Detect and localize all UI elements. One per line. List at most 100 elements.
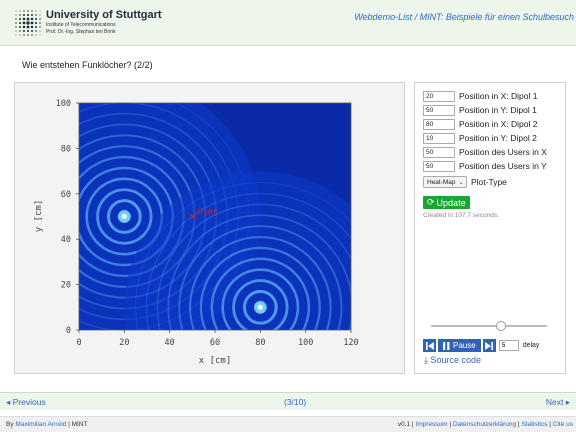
- dipol1-y-input[interactable]: [423, 104, 455, 116]
- y-tick-label: 20: [61, 281, 71, 291]
- slider-track[interactable]: [431, 325, 547, 327]
- privacy-link[interactable]: Datenschutzerklärung: [452, 421, 517, 428]
- param-row-user-y: Position des Users in Y: [423, 160, 547, 172]
- user-y-input[interactable]: [423, 160, 455, 172]
- footer-links: v0.1 | Impressum | Datenschutzerklärung …: [397, 421, 573, 428]
- param-row-user-x: Position des Users in X: [423, 146, 547, 158]
- skip-forward-icon: [485, 341, 494, 350]
- control-panel: Position in X: Dipol 1 Position in Y: Di…: [414, 82, 566, 374]
- refresh-icon: ⟳: [427, 197, 435, 207]
- page-counter[interactable]: (3/10): [284, 397, 307, 407]
- next-link[interactable]: Next ▸: [545, 397, 570, 407]
- page-title: Wie entstehen Funklöcher? (2/2): [22, 60, 153, 70]
- source-2-ring: [242, 289, 278, 325]
- x-tick-label: 80: [255, 338, 265, 348]
- next-frame-button[interactable]: [482, 339, 496, 352]
- y-tick-label: 100: [56, 99, 71, 109]
- chevron-down-icon: ⌄: [458, 179, 464, 186]
- y-tick-label: 40: [61, 235, 71, 245]
- source-2-ring: [178, 225, 343, 330]
- author-credit: By Maximilian Arnold | MINT: [6, 421, 88, 428]
- plot-type-row: Heat-Map ⌄ Plot-Type: [423, 176, 507, 188]
- cite-us-link[interactable]: Cite us: [552, 421, 573, 428]
- source-2-ring: [145, 192, 351, 330]
- source-2-ring: [210, 257, 311, 330]
- y-tick-label: 80: [61, 144, 71, 154]
- source-2-ring: [189, 235, 332, 330]
- dipol1-x-label: Position in X: Dipol 1: [459, 91, 538, 101]
- param-row-dipol2-x: Position in X: Dipol 2: [423, 118, 537, 130]
- x-tick-label: 40: [165, 338, 175, 348]
- delay-input[interactable]: [498, 340, 519, 351]
- skip-back-icon: [425, 341, 434, 350]
- param-row-dipol2-y: Position in Y: Dipol 2: [423, 132, 537, 144]
- dipol2-y-input[interactable]: [423, 132, 455, 144]
- x-axis-label: x [cm]: [199, 356, 232, 366]
- source-1-ring: [96, 188, 153, 245]
- slider-handle[interactable]: [495, 321, 506, 331]
- source-2-point: [257, 304, 263, 310]
- dipol2-y-label: Position in Y: Dipol 2: [459, 133, 537, 143]
- update-label: Update: [436, 197, 466, 208]
- previous-link[interactable]: ◂ Previous: [6, 397, 46, 407]
- impressum-link[interactable]: Impressum: [415, 421, 448, 428]
- x-tick-label: 0: [76, 338, 81, 348]
- delay-label: delay: [522, 342, 540, 349]
- source-code-link[interactable]: ⤓ Source code: [424, 355, 481, 366]
- statistics-link[interactable]: Statistics: [521, 421, 548, 428]
- source-2-ring: [232, 279, 289, 330]
- professor-name: Prof. Dr.-Ing. Stephan ten Brink: [46, 29, 116, 35]
- source-2-ring: [167, 214, 351, 330]
- download-icon: ⤓: [424, 355, 428, 365]
- author-link[interactable]: Maximilian Arnold: [15, 421, 67, 428]
- pause-icon: [443, 341, 450, 350]
- user-label: User: [197, 208, 217, 218]
- user-marker: [188, 213, 196, 220]
- y-tick-label: 0: [66, 326, 71, 336]
- site-header: University of Stuttgart Institute of Tel…: [0, 0, 576, 46]
- source-2-ring: [199, 246, 321, 330]
- param-row-dipol1-x: Position in X: Dipol 1: [423, 90, 537, 102]
- institute-name: Institute of Telecommunications: [46, 22, 116, 28]
- webdemo-list-link[interactable]: Webdemo-List / MINT: Beispiele für einen…: [354, 12, 574, 22]
- y-axis-label: y [cm]: [34, 200, 44, 233]
- site-footer: By Maximilian Arnold | MINT v0.1 | Impre…: [0, 416, 576, 432]
- source-2-ring: [156, 203, 351, 330]
- dipol2-x-input[interactable]: [423, 118, 455, 130]
- update-button[interactable]: ⟳ Update: [423, 196, 470, 209]
- plot-type-value: Heat-Map: [427, 178, 456, 186]
- first-frame-button[interactable]: [423, 339, 436, 352]
- x-tick-label: 100: [298, 338, 313, 348]
- university-name[interactable]: University of Stuttgart: [46, 9, 162, 21]
- dipol2-x-label: Position in X: Dipol 2: [459, 119, 538, 129]
- param-row-dipol1-y: Position in Y: Dipol 1: [423, 104, 537, 116]
- version-text: v0.1 |: [397, 421, 414, 428]
- user-y-label: Position des Users in Y: [459, 161, 547, 171]
- dipol1-x-input[interactable]: [423, 90, 455, 102]
- user-x-label: Position des Users in X: [459, 147, 547, 157]
- player-controls: Pause delay: [423, 339, 539, 352]
- source-2-ring: [135, 182, 351, 330]
- source-code-label: Source code: [430, 355, 482, 365]
- x-tick-label: 120: [343, 338, 358, 348]
- source-2-ring: [221, 268, 300, 330]
- y-tick-label: 60: [61, 190, 71, 200]
- animation-slider[interactable]: [431, 321, 547, 331]
- dipol1-y-label: Position in Y: Dipol 1: [459, 105, 537, 115]
- user-x-input[interactable]: [423, 146, 455, 158]
- page-navigation: ◂ Previous (3/10) Next ▸: [0, 392, 576, 410]
- plot-type-label: Plot-Type: [471, 177, 507, 187]
- plot-type-select[interactable]: Heat-Map ⌄: [423, 176, 467, 188]
- pause-button[interactable]: Pause: [438, 339, 481, 352]
- mint-text: | MINT: [66, 421, 88, 428]
- plot-panel: 0 20 40 60 80 100 120 0 20 40 60 80 100 User x [cm] …: [14, 82, 405, 374]
- by-text: By: [6, 421, 14, 428]
- x-tick-label: 60: [210, 338, 220, 348]
- x-tick-label: 20: [119, 338, 129, 348]
- source-1-point: [121, 214, 127, 219]
- university-logo-icon[interactable]: [14, 9, 42, 37]
- created-status: Created in 107.7 seconds.: [423, 212, 499, 219]
- pause-label: Pause: [453, 341, 476, 350]
- source-1-ring: [106, 199, 142, 234]
